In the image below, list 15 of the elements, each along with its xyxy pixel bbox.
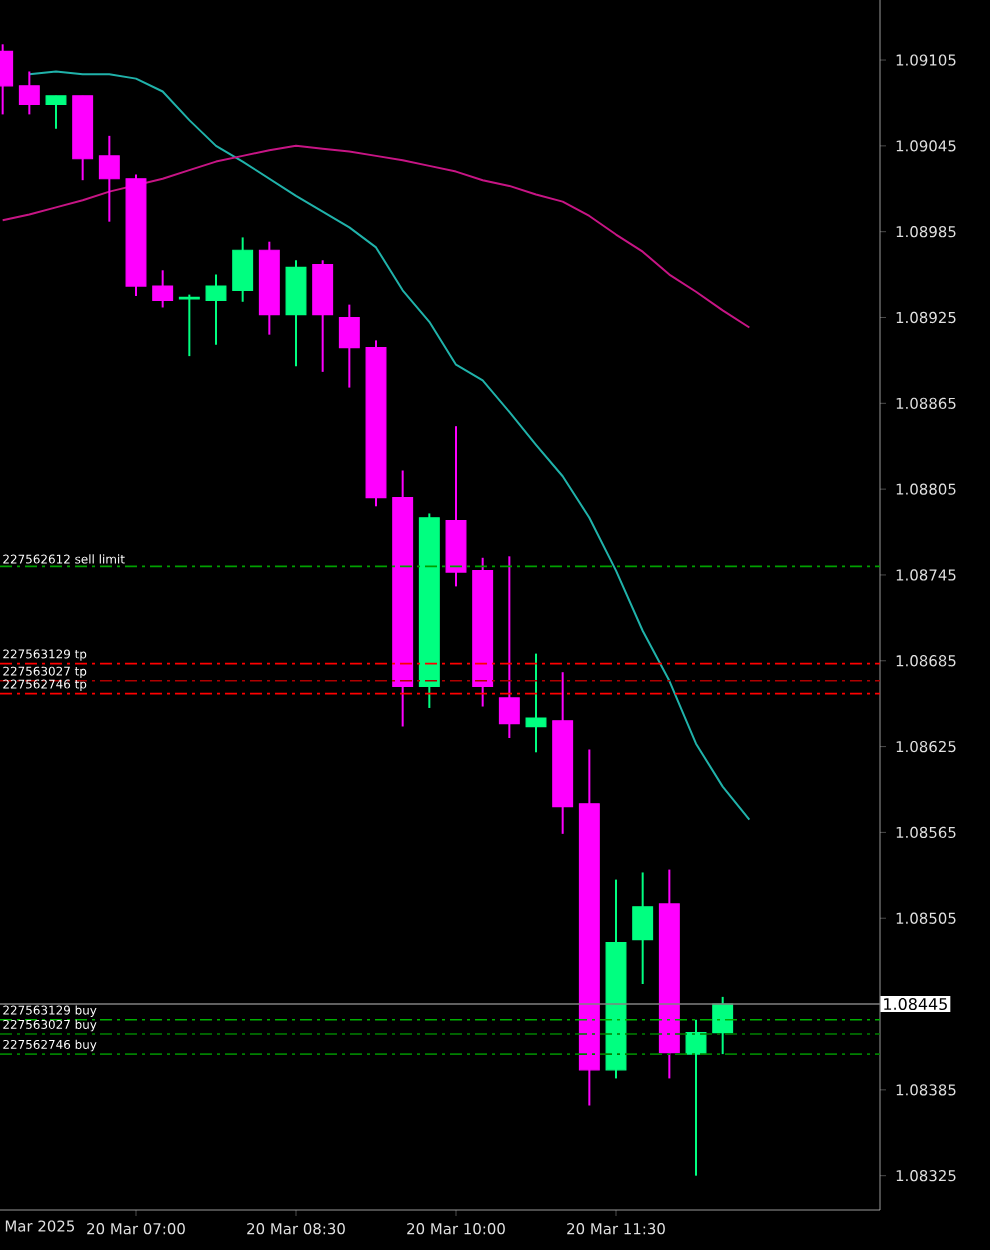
candlestick	[45, 94, 67, 130]
line-series	[1, 144, 751, 329]
candlestick	[525, 652, 547, 754]
candlestick	[712, 995, 734, 1056]
candlestick	[232, 236, 254, 303]
candlestick	[152, 269, 174, 309]
candlestick	[98, 134, 120, 223]
candlestick	[685, 1018, 707, 1177]
candlestick	[498, 555, 520, 739]
candlestick	[285, 259, 307, 368]
candlestick	[18, 70, 40, 116]
candlestick	[178, 293, 200, 358]
candlestick	[632, 871, 654, 986]
candlestick	[205, 273, 227, 346]
candlestick	[338, 303, 360, 389]
